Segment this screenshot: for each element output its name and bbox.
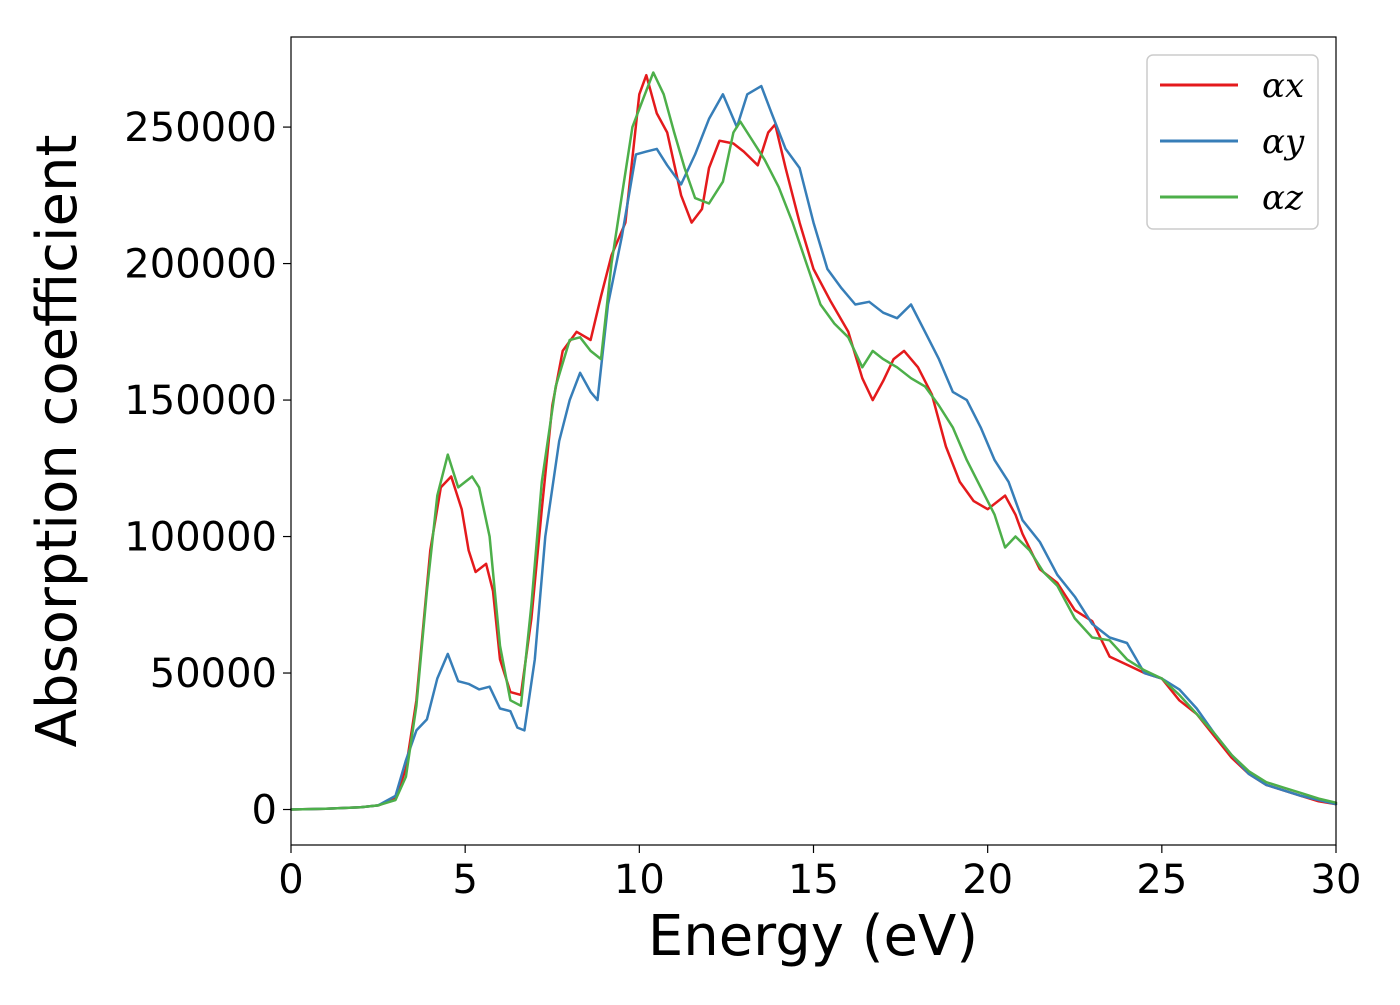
legend-label-0: αx [1262, 66, 1304, 106]
x-tick-label: 15 [788, 857, 839, 903]
y-axis-ticks: 0 50000 100000 150000 200000 250000 [124, 105, 291, 834]
series-layer [289, 71, 1338, 811]
y-tick-label: 250000 [124, 105, 277, 151]
y-tick-label: 200000 [124, 242, 277, 288]
x-tick-label: 5 [452, 857, 477, 903]
legend-label-1: αy [1262, 122, 1305, 162]
x-tick-label: 20 [962, 857, 1013, 903]
x-tick-label: 0 [278, 857, 303, 903]
legend: αx αy αz [1146, 54, 1319, 230]
legend-label-2: αz [1262, 178, 1304, 218]
y-tick-label: 150000 [124, 378, 277, 424]
series-line-2 [289, 71, 1338, 811]
x-axis-label: Energy (eV) [648, 904, 978, 969]
y-tick-label: 0 [252, 788, 277, 834]
x-tick-label: 30 [1311, 857, 1362, 903]
y-tick-label: 50000 [150, 651, 277, 697]
x-axis-ticks: 0 5 10 15 20 25 30 [278, 845, 1361, 903]
x-tick-label: 25 [1136, 857, 1187, 903]
y-tick-label: 100000 [124, 515, 277, 561]
series-line-1 [289, 84, 1338, 811]
x-tick-label: 10 [614, 857, 665, 903]
series-line-0 [289, 73, 1338, 811]
y-axis-label: Absorption coefficient [25, 135, 90, 748]
